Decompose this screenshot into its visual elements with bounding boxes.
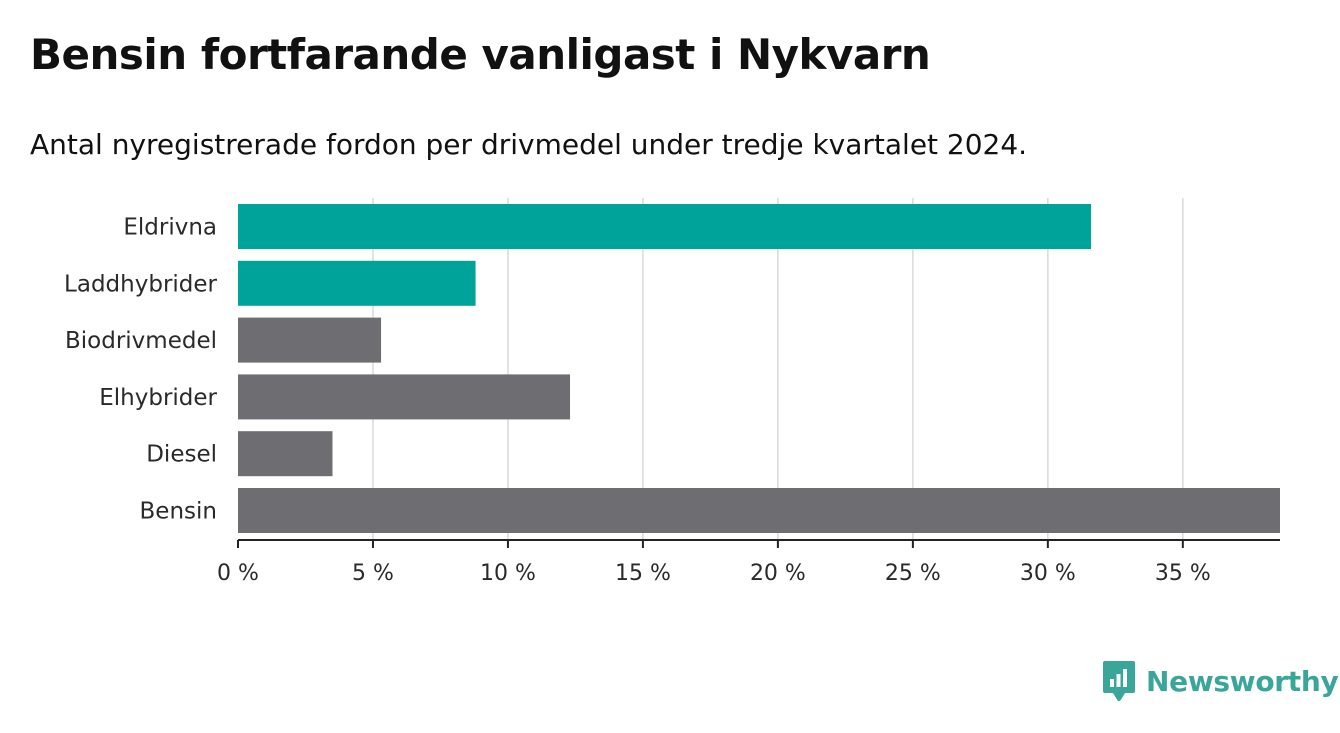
bar-laddhybrider [238, 260, 476, 306]
bar-bensin [238, 488, 1280, 533]
category-label-diesel: Diesel [146, 442, 217, 468]
x-tick-label-25: 25 % [885, 561, 941, 586]
category-label-bensin: Bensin [140, 499, 217, 525]
x-tick-label-0: 0 % [217, 561, 259, 586]
x-tick-label-10: 10 % [480, 561, 536, 586]
x-tick-label-35: 35 % [1155, 561, 1211, 586]
chart-subtitle: Antal nyregistrerade fordon per drivmede… [30, 128, 1028, 161]
category-label-elhybrider: Elhybrider [99, 385, 217, 411]
category-label-laddhybrider: Laddhybrider [64, 271, 217, 297]
newsworthy-logo-icon [1103, 661, 1135, 701]
category-label-biodrivmedel: Biodrivmedel [65, 328, 217, 354]
bar-biodrivmedel [238, 317, 382, 363]
brand-logo: Newsworthy [1102, 660, 1339, 702]
x-tick-label-20: 20 % [750, 561, 806, 586]
x-tick-label-15: 15 % [615, 561, 671, 586]
bar-eldrivna [238, 204, 1092, 249]
x-tick-label-5: 5 % [352, 561, 394, 586]
bar-elhybrider [238, 374, 571, 420]
category-label-eldrivna: Eldrivna [123, 215, 217, 241]
chart-title: Bensin fortfarande vanligast i Nykvarn [30, 30, 931, 79]
x-tick-label-30: 30 % [1020, 561, 1076, 586]
brand-name: Newsworthy [1146, 664, 1339, 698]
bar-diesel [238, 431, 333, 477]
